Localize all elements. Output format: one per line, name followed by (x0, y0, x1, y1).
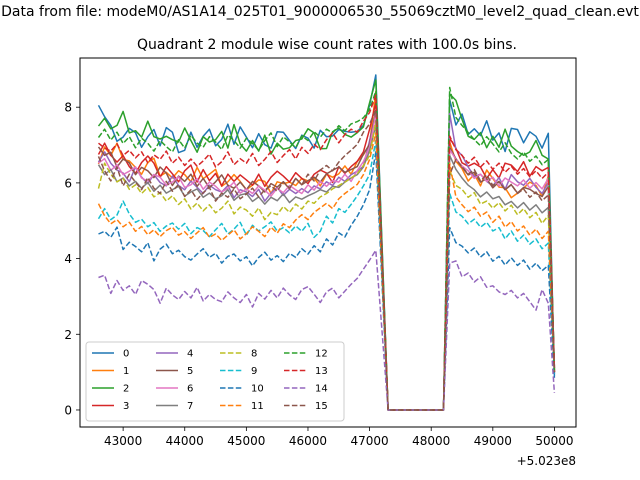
y-axis-ticks: 0 2 4 6 8 (64, 101, 80, 417)
legend-label-10: 10 (251, 384, 264, 395)
legend-label-2: 2 (123, 384, 129, 395)
figure-suptitle: Data from file: modeM0/AS1A14_025T01_900… (1, 4, 639, 20)
x-tick-label: 45000 (227, 434, 265, 448)
x-axis-offset-label: +5.023e8 (517, 454, 576, 468)
legend-label-1: 1 (123, 366, 129, 377)
x-tick-label: 46000 (289, 434, 327, 448)
chart-title: Quadrant 2 module wise count rates with … (137, 37, 517, 53)
series-line-13 (98, 94, 556, 411)
series-line-14 (98, 249, 556, 411)
legend-label-9: 9 (251, 366, 257, 377)
legend-label-15: 15 (315, 401, 328, 412)
y-tick-label: 4 (64, 252, 72, 266)
x-axis-ticks: 43000 44000 45000 46000 47000 48000 49000 50000 (104, 427, 574, 448)
legend-label-3: 3 (123, 401, 129, 412)
y-tick-label: 0 (64, 403, 72, 417)
legend-label-7: 7 (187, 401, 193, 412)
series-line-8 (97, 120, 556, 411)
legend-label-11: 11 (251, 401, 264, 412)
series-line-15 (97, 109, 556, 411)
axes-frame (79, 57, 577, 428)
x-tick-label: 50000 (535, 434, 573, 448)
x-tick-label: 48000 (412, 434, 450, 448)
series-line-9 (97, 139, 556, 411)
series-line-2 (97, 79, 556, 411)
series-line-3 (97, 101, 556, 411)
x-tick-label: 49000 (474, 434, 512, 448)
x-tick-label: 47000 (350, 434, 388, 448)
legend-label-14: 14 (315, 384, 328, 395)
series-line-11 (97, 132, 556, 411)
legend-label-13: 13 (315, 366, 328, 377)
y-tick-label: 8 (64, 101, 72, 115)
legend-label-8: 8 (251, 349, 257, 360)
y-tick-label: 6 (64, 176, 72, 190)
x-tick-label: 43000 (104, 434, 142, 448)
legend-frame (85, 341, 345, 422)
series-line-12 (97, 86, 556, 411)
series-line-6 (98, 113, 556, 411)
series-line-7 (97, 124, 556, 411)
plot-lines (97, 74, 556, 411)
series-line-10 (98, 151, 556, 411)
x-tick-label: 44000 (166, 434, 204, 448)
legend-label-4: 4 (187, 349, 193, 360)
legend-label-12: 12 (315, 349, 328, 360)
legend-label-6: 6 (187, 384, 193, 395)
legend-label-0: 0 (123, 349, 129, 360)
y-tick-label: 2 (64, 328, 72, 342)
legend-label-5: 5 (187, 366, 193, 377)
